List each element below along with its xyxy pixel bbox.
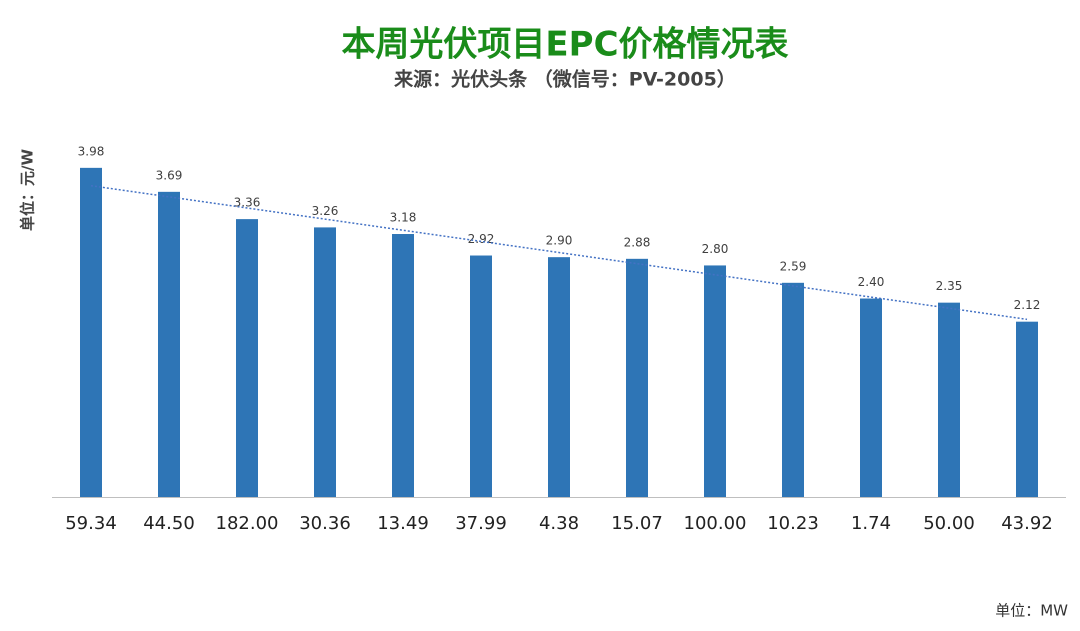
- x-tick-label: 1.74: [851, 513, 891, 534]
- chart-subtitle: 来源：光伏头条 （微信号：PV-2005）: [394, 68, 736, 91]
- value-label: 2.35: [936, 279, 963, 293]
- value-label: 2.92: [468, 232, 495, 246]
- bar: [80, 167, 102, 497]
- bar: [236, 219, 258, 498]
- value-label: 3.98: [78, 144, 105, 158]
- x-tick-label: 182.00: [216, 513, 279, 534]
- x-tick-label: 15.07: [611, 513, 663, 534]
- bar: [470, 255, 492, 497]
- bar: [314, 227, 336, 497]
- chart-title: 本周光伏项目EPC价格情况表: [341, 25, 788, 65]
- value-label: 3.26: [312, 204, 339, 218]
- x-tick-label: 100.00: [684, 513, 747, 534]
- bar: [860, 298, 882, 497]
- value-label: 2.80: [702, 242, 729, 256]
- x-axis-label: 单位：MW: [995, 602, 1068, 620]
- x-tick-label: 59.34: [65, 513, 117, 534]
- value-label: 2.90: [546, 234, 573, 248]
- value-label: 2.59: [780, 259, 807, 273]
- bar: [938, 302, 960, 497]
- x-tick-label: 43.92: [1001, 513, 1053, 534]
- value-label: 3.69: [156, 168, 183, 182]
- x-tick-label: 10.23: [767, 513, 819, 534]
- x-tick-label: 50.00: [923, 513, 975, 534]
- value-label: 3.18: [390, 211, 417, 225]
- x-tick-label: 30.36: [299, 513, 351, 534]
- bar: [1016, 321, 1038, 497]
- bar: [782, 282, 804, 497]
- value-label: 2.12: [1014, 298, 1041, 312]
- x-tick-label: 4.38: [539, 513, 579, 534]
- bar: [626, 258, 648, 497]
- x-tick-label: 44.50: [143, 513, 195, 534]
- bar: [158, 191, 180, 497]
- x-tick-label: 37.99: [455, 513, 507, 534]
- bar: [548, 257, 570, 497]
- y-axis-label: 单位：元/W: [19, 149, 37, 231]
- bar: [392, 234, 414, 498]
- bar: [704, 265, 726, 497]
- value-label: 2.88: [624, 235, 651, 249]
- x-tick-label: 13.49: [377, 513, 429, 534]
- value-label: 2.40: [858, 275, 885, 289]
- trendline: [90, 184, 1028, 321]
- value-label: 3.36: [234, 196, 261, 210]
